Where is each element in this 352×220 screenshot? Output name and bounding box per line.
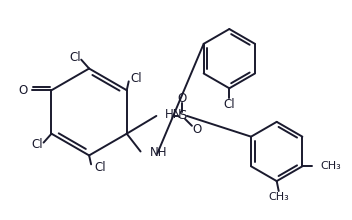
Text: Cl: Cl <box>69 51 81 64</box>
Text: Cl: Cl <box>94 161 106 174</box>
Text: HN: HN <box>165 108 183 121</box>
Text: S: S <box>178 109 186 122</box>
Text: O: O <box>177 92 187 105</box>
Text: O: O <box>18 84 27 97</box>
Text: Cl: Cl <box>131 72 142 85</box>
Text: CH₃: CH₃ <box>320 161 341 171</box>
Text: O: O <box>192 123 201 136</box>
Text: CH₃: CH₃ <box>268 192 289 202</box>
Text: NH: NH <box>150 146 167 159</box>
Text: Cl: Cl <box>224 98 235 111</box>
Text: Cl: Cl <box>32 138 44 151</box>
